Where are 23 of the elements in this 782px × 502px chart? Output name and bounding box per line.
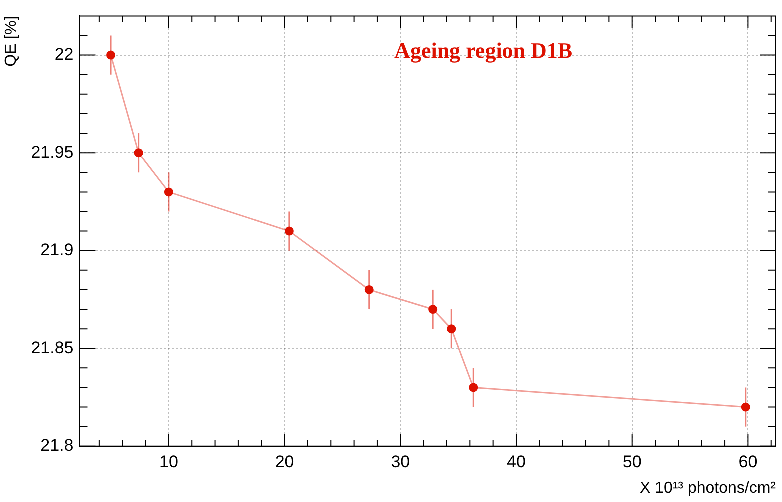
y-tick-label: 21.9 [40,240,74,260]
point [447,324,456,334]
point [164,188,174,197]
y-tick-label: 21.95 [31,142,74,162]
x-tick-label: 40 [507,452,526,472]
x-tick-label: 30 [391,452,410,472]
x-tick-label: 60 [738,452,758,472]
y-axis-title: QE [%] [3,16,20,67]
point [364,285,374,294]
point [741,402,750,412]
point [106,50,116,60]
text: Ageing region D1B [394,38,573,63]
y-tick-label: 21.85 [31,338,74,358]
x-tick-label: 20 [275,452,294,472]
x-tick-label: 10 [159,452,178,472]
point [428,305,438,314]
point [284,226,294,236]
y-tick-label: 22 [54,44,74,64]
y-tick-label: 21.8 [40,436,74,456]
point [134,148,144,158]
x-axis-title: X 10¹³ photons/cm² [640,480,777,497]
point [469,383,478,392]
x-tick-label: 50 [622,452,642,472]
